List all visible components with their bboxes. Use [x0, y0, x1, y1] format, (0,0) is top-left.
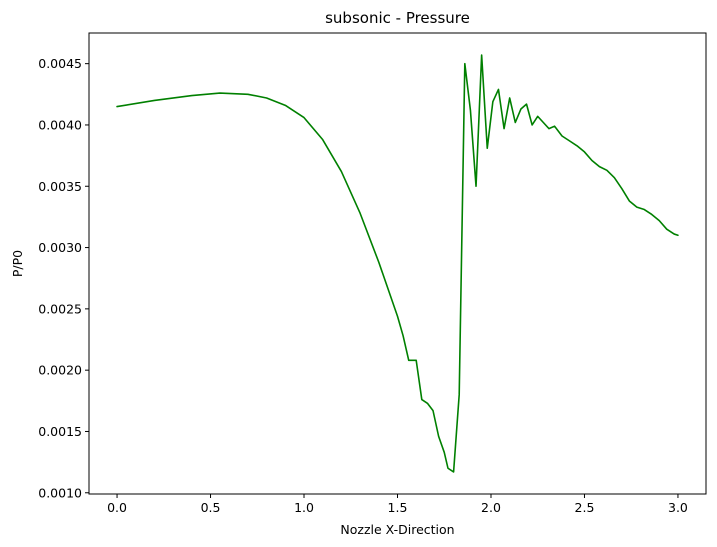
plot-area	[116, 54, 679, 473]
y-tick-label: 0.0045	[38, 56, 82, 71]
x-tick-label: 1.5	[388, 500, 408, 515]
x-axis-title: Nozzle X-Direction	[340, 522, 454, 537]
y-axis-title: P/P0	[10, 250, 25, 277]
chart-title: subsonic - Pressure	[325, 9, 470, 27]
y-tick-label: 0.0040	[38, 117, 82, 132]
x-tick-label: 0.0	[107, 500, 127, 515]
y-tick-label: 0.0020	[38, 363, 82, 378]
y-axis: 0.0010 0.0015 0.0020 0.0025 0.0030 0.0035 0.00…	[38, 56, 89, 500]
pressure-series-line	[116, 54, 679, 473]
x-tick-label: 0.5	[201, 500, 221, 515]
x-tick-label: 2.0	[481, 500, 501, 515]
y-tick-label: 0.0015	[38, 424, 82, 439]
y-tick-label: 0.0025	[38, 301, 82, 316]
x-tick-label: 3.0	[668, 500, 688, 515]
x-axis: 0.0 0.5 1.0 1.5 2.0 2.5 3.0	[107, 494, 688, 515]
y-tick-label: 0.0010	[38, 485, 82, 500]
y-tick-label: 0.0035	[38, 179, 82, 194]
y-tick-label: 0.0030	[38, 240, 82, 255]
x-tick-label: 2.5	[575, 500, 595, 515]
x-tick-label: 1.0	[294, 500, 314, 515]
